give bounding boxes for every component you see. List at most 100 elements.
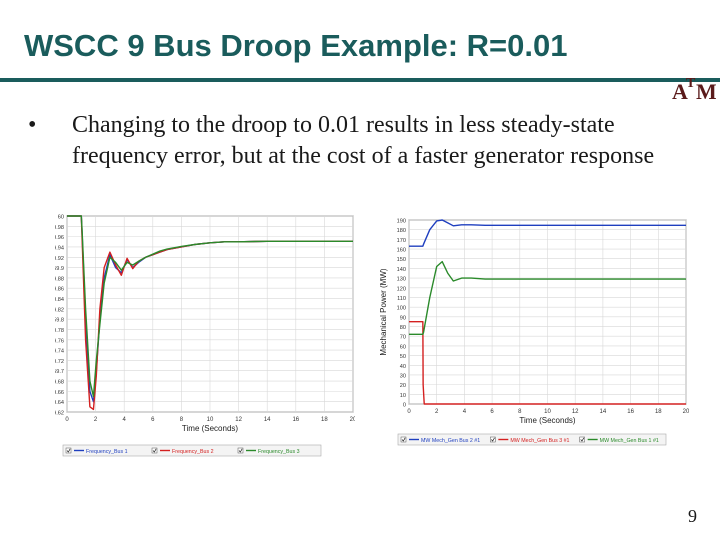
legend-label: Frequency_Bus 1 bbox=[86, 449, 128, 455]
y-tick-label: 59.62 bbox=[55, 411, 64, 417]
x-tick-label: 14 bbox=[264, 417, 271, 423]
y-tick-label: 50 bbox=[400, 354, 406, 360]
speed-chart: 6059.9859.9659.9459.9259.959.8859.8659.8… bbox=[55, 212, 355, 462]
svg-text:T: T bbox=[686, 76, 696, 91]
x-tick-label: 8 bbox=[518, 409, 522, 415]
y-tick-label: 59.86 bbox=[55, 287, 64, 293]
legend-label: MW Mech_Gen Bus 3 #1 bbox=[510, 438, 569, 444]
series-line-1 bbox=[409, 219, 686, 247]
x-tick-label: 12 bbox=[572, 409, 579, 415]
page-number: 9 bbox=[688, 506, 697, 526]
legend-checkbox bbox=[151, 447, 158, 454]
y-tick-label: 30 bbox=[400, 373, 406, 379]
x-tick-label: 20 bbox=[350, 417, 355, 423]
y-tick-label: 150 bbox=[397, 257, 406, 263]
y-tick-label: 59.8 bbox=[55, 318, 64, 324]
y-tick-label: 59.92 bbox=[55, 256, 64, 262]
legend-box bbox=[62, 444, 322, 457]
y-tick-label: 110 bbox=[397, 296, 406, 302]
legend-checkbox bbox=[579, 436, 585, 443]
y-tick-label: 190 bbox=[397, 219, 406, 225]
x-tick-label: 16 bbox=[627, 409, 634, 415]
y-tick-label: 20 bbox=[400, 383, 406, 389]
y-tick-label: 0 bbox=[403, 403, 406, 409]
legend-label: Frequency_Bus 2 bbox=[172, 449, 214, 455]
chart-legend: Frequency_Bus 1 Frequency_Bus 2 Frequency_… bbox=[62, 444, 322, 457]
chart-legend: MW Mech_Gen Bus 2 #1 MW Mech_Gen Bus 3 #1… bbox=[397, 433, 667, 446]
legend-label: Frequency_Bus 3 bbox=[258, 449, 300, 455]
x-axis-label: Time (Seconds) bbox=[182, 424, 239, 433]
y-tick-label: 160 bbox=[397, 248, 406, 254]
legend-checkmark bbox=[66, 448, 71, 453]
legend-checkbox bbox=[490, 436, 496, 443]
slide-title: WSCC 9 Bus Droop Example: R=0.01 bbox=[24, 28, 568, 63]
legend-checkmark bbox=[238, 448, 243, 453]
y-tick-label: 40 bbox=[400, 364, 406, 370]
x-tick-label: 0 bbox=[65, 417, 69, 423]
y-tick-label: 100 bbox=[397, 306, 406, 312]
y-tick-label: 59.96 bbox=[55, 235, 64, 241]
y-tick-label: 59.84 bbox=[55, 297, 64, 303]
x-tick-label: 4 bbox=[123, 417, 127, 423]
svg-text:A: A bbox=[672, 79, 688, 104]
y-tick-label: 59.72 bbox=[55, 359, 64, 365]
title-rule bbox=[0, 78, 720, 82]
y-tick-label: 70 bbox=[400, 335, 406, 341]
x-tick-label: 18 bbox=[321, 417, 328, 423]
x-tick-label: 14 bbox=[600, 409, 607, 415]
y-tick-label: 59.68 bbox=[55, 380, 64, 386]
y-tick-label: 60 bbox=[400, 344, 406, 350]
y-tick-label: 120 bbox=[397, 286, 406, 292]
legend-label: MW Mech_Gen Bus 1 #1 bbox=[600, 438, 659, 444]
legend-checkmark bbox=[152, 448, 157, 453]
legend-label: MW Mech_Gen Bus 2 #1 bbox=[421, 438, 480, 444]
y-tick-label: 59.78 bbox=[55, 328, 64, 334]
legend-checkbox bbox=[237, 447, 244, 454]
y-tick-label: 80 bbox=[400, 325, 406, 331]
x-tick-label: 6 bbox=[151, 417, 155, 423]
x-tick-label: 16 bbox=[292, 417, 299, 423]
legend-box bbox=[397, 433, 667, 446]
x-tick-label: 18 bbox=[655, 409, 662, 415]
y-tick-label: 90 bbox=[400, 315, 406, 321]
x-tick-label: 2 bbox=[94, 417, 98, 423]
bullet-marker: • bbox=[28, 112, 37, 138]
y-tick-label: 130 bbox=[397, 277, 406, 283]
svg-text:M: M bbox=[696, 79, 716, 104]
legend-checkbox bbox=[400, 436, 407, 443]
x-tick-label: 2 bbox=[435, 409, 439, 415]
y-tick-label: 10 bbox=[400, 393, 406, 399]
y-tick-label: 170 bbox=[397, 238, 406, 244]
y-tick-label: 59.82 bbox=[55, 307, 64, 313]
legend-checkbox bbox=[65, 447, 72, 454]
bullet-text: Changing to the droop to 0.01 results in… bbox=[72, 112, 655, 169]
x-tick-label: 6 bbox=[490, 409, 494, 415]
y-tick-label: 59.94 bbox=[55, 245, 64, 251]
y-tick-label: 59.9 bbox=[55, 266, 64, 272]
mech-power-chart: 190 180 170 160 150 140 130 120 110 100 90 80 70 60 50… bbox=[374, 212, 689, 457]
y-tick-label: 59.98 bbox=[55, 225, 64, 231]
y-axis-label: Mechanical Power (MW) bbox=[379, 268, 388, 355]
x-axis-label: Time (Seconds) bbox=[519, 416, 576, 425]
legend-checkmark bbox=[401, 437, 406, 442]
y-tick-label: 59.64 bbox=[55, 400, 64, 406]
y-tick-label: 140 bbox=[397, 267, 406, 273]
legend-checkmark bbox=[491, 437, 495, 442]
x-tick-label: 12 bbox=[235, 417, 242, 423]
series-line-3 bbox=[409, 260, 686, 335]
series-line-3 bbox=[67, 215, 353, 398]
x-tick-label: 0 bbox=[407, 409, 411, 415]
x-tick-label: 4 bbox=[463, 409, 467, 415]
y-tick-label: 59.74 bbox=[55, 349, 64, 355]
x-tick-label: 20 bbox=[683, 409, 689, 415]
series-line-2 bbox=[409, 320, 686, 405]
x-tick-label: 10 bbox=[544, 409, 551, 415]
y-tick-label: 59.88 bbox=[55, 276, 64, 282]
y-tick-label: 180 bbox=[397, 228, 406, 234]
x-tick-label: 8 bbox=[180, 417, 184, 423]
y-tick-label: 59.76 bbox=[55, 338, 64, 344]
atm-logo: A T M bbox=[672, 73, 717, 107]
legend-checkmark bbox=[580, 437, 585, 442]
y-tick-label: 59.66 bbox=[55, 390, 64, 396]
y-tick-label: 59.7 bbox=[55, 369, 64, 375]
